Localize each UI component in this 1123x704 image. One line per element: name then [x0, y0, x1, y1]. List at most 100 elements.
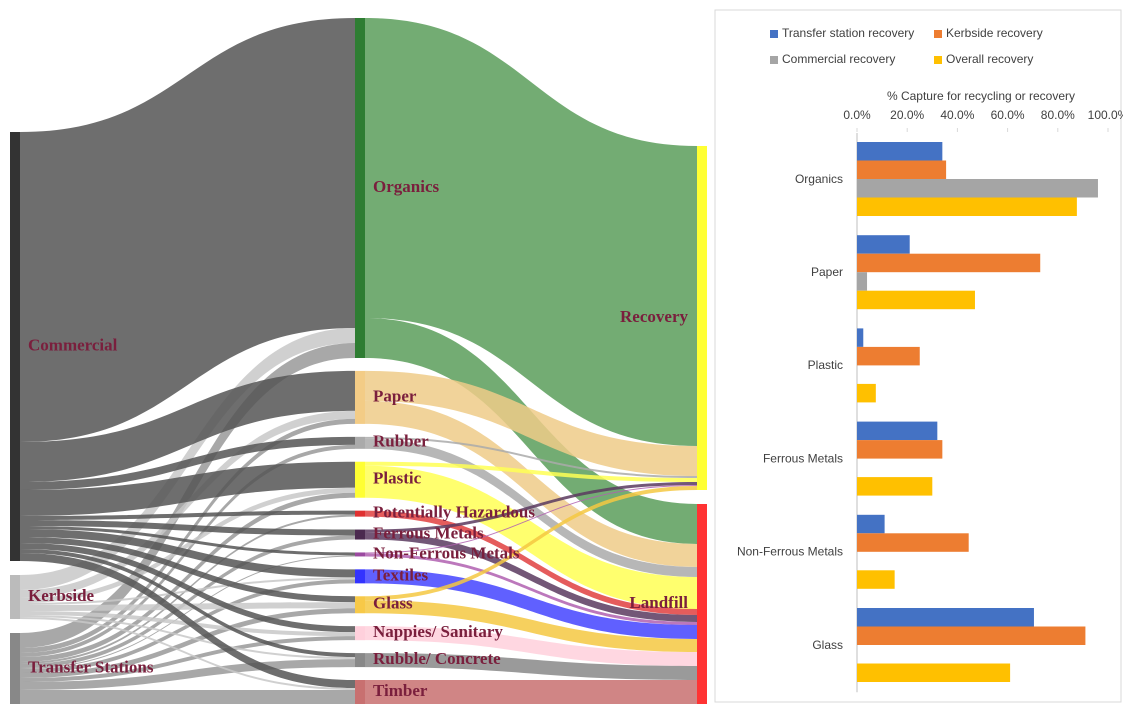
- node-label: Kerbside: [28, 586, 95, 605]
- flow: [20, 602, 355, 611]
- flow: [365, 461, 697, 482]
- flow: [20, 461, 355, 516]
- node-label: Rubble/ Concrete: [373, 649, 501, 668]
- flow: [365, 532, 697, 622]
- flow: [20, 328, 355, 590]
- flow: [20, 529, 355, 578]
- flow: [20, 543, 355, 633]
- legend-label: Overall recovery: [946, 52, 1033, 66]
- bar: [857, 272, 868, 291]
- node-label: Plastic: [373, 469, 422, 488]
- node-label: Nappies/ Sanitary: [373, 622, 503, 641]
- node-label: Textiles: [373, 565, 428, 584]
- flow: [365, 18, 697, 446]
- node-label: Non-Ferrous Metals: [373, 543, 520, 562]
- flow: [365, 482, 697, 533]
- flow: [20, 579, 355, 673]
- flow: [365, 680, 697, 704]
- flow: [20, 370, 355, 482]
- legend-swatch: [770, 30, 778, 38]
- node: [355, 510, 365, 517]
- flow: [20, 608, 355, 678]
- flow: [20, 690, 355, 704]
- node: [355, 370, 365, 424]
- bar: [857, 514, 885, 534]
- bar: [857, 328, 864, 347]
- x-axis-title: % Capture for recycling or recovery: [887, 89, 1075, 103]
- legend-label: Commercial recovery: [782, 52, 895, 66]
- bar: [857, 290, 975, 310]
- bar: [857, 663, 1011, 682]
- flow: [20, 549, 355, 658]
- bar: [857, 533, 969, 552]
- node: [697, 504, 707, 704]
- node-label: Commercial: [28, 335, 118, 354]
- node: [355, 461, 365, 498]
- flow: [365, 600, 697, 652]
- node: [355, 626, 365, 641]
- node: [355, 529, 365, 540]
- flow: [20, 418, 355, 653]
- node: [355, 653, 365, 668]
- x-tick-label: 100.0%: [1088, 108, 1123, 122]
- legend-swatch: [934, 30, 942, 38]
- node-label: Organics: [373, 177, 439, 196]
- x-tick-label: 20.0%: [890, 108, 924, 122]
- bar: [857, 235, 910, 254]
- flow: [20, 617, 355, 690]
- node-label: Ferrous Metals: [373, 523, 484, 542]
- node-label: Recovery: [620, 307, 688, 326]
- flow: [20, 520, 355, 536]
- flow: [20, 492, 355, 662]
- flow: [20, 553, 355, 688]
- bar: [857, 626, 1086, 645]
- bar: [857, 421, 938, 441]
- x-tick-label: 0.0%: [843, 108, 871, 122]
- x-tick-label: 60.0%: [991, 108, 1025, 122]
- flow: [365, 485, 697, 554]
- node-label: Potentially Hazardous: [373, 503, 535, 522]
- bar: [857, 477, 933, 496]
- bar: [857, 608, 1034, 627]
- node: [697, 146, 707, 490]
- flow: [20, 537, 355, 603]
- node: [355, 18, 365, 358]
- node-label: Rubber: [373, 432, 429, 451]
- node: [355, 680, 365, 704]
- bar: [857, 570, 895, 589]
- bar: [857, 142, 943, 161]
- flow: [365, 465, 697, 609]
- bar: [857, 160, 947, 179]
- bar: [857, 383, 876, 403]
- y-tick-label: Ferrous Metals: [763, 451, 843, 465]
- bar: [857, 346, 920, 366]
- node: [355, 552, 365, 557]
- flow: [20, 615, 355, 660]
- legend-label: Kerbside recovery: [946, 26, 1043, 40]
- y-tick-label: Glass: [812, 638, 843, 652]
- flow: [365, 436, 697, 478]
- y-tick-label: Paper: [811, 265, 843, 279]
- node: [10, 575, 20, 619]
- x-tick-label: 80.0%: [1041, 108, 1075, 122]
- node: [355, 569, 365, 584]
- node-label: Timber: [373, 681, 428, 700]
- node-label: Glass: [373, 594, 413, 613]
- y-tick-label: Plastic: [808, 358, 843, 372]
- flow: [20, 526, 355, 556]
- node: [355, 596, 365, 614]
- bar: [857, 197, 1077, 216]
- node-label: Transfer Stations: [28, 657, 154, 676]
- legend-swatch: [770, 56, 778, 64]
- bar: [857, 440, 943, 459]
- legend-swatch: [934, 56, 942, 64]
- node: [355, 436, 365, 449]
- bar: [857, 253, 1041, 273]
- flow: [20, 510, 355, 520]
- node-label: Paper: [373, 386, 417, 405]
- legend-label: Transfer station recovery: [782, 26, 914, 40]
- flow: [20, 636, 355, 682]
- flow: [20, 436, 355, 490]
- flow: [20, 18, 355, 442]
